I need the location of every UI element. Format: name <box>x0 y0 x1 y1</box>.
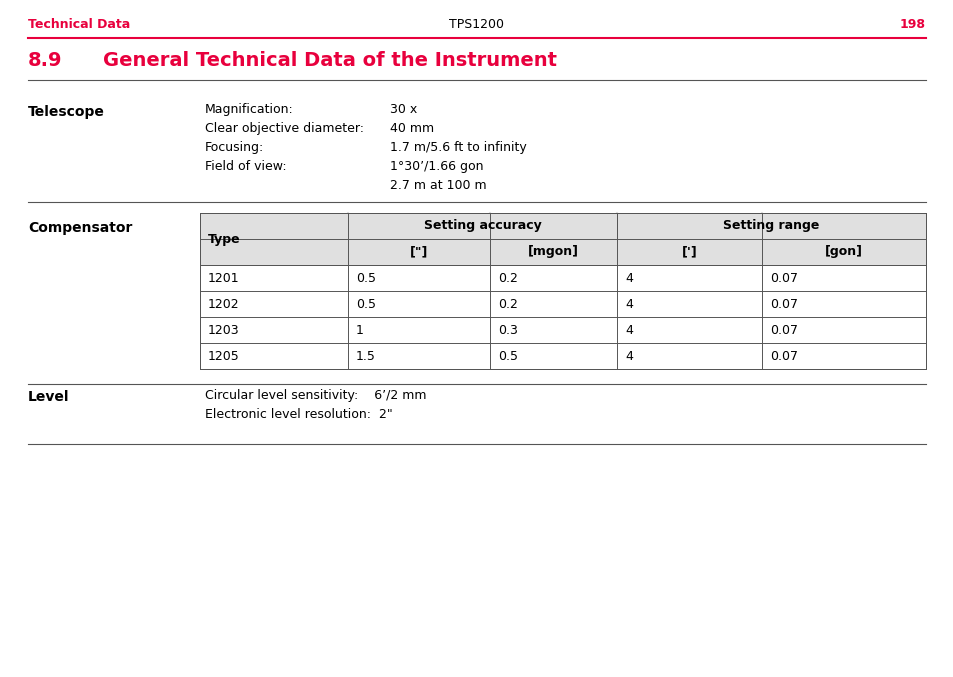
Text: 0.07: 0.07 <box>769 271 797 284</box>
Text: 4: 4 <box>624 349 632 362</box>
Text: 0.5: 0.5 <box>497 349 517 362</box>
Text: 1202: 1202 <box>208 297 239 311</box>
Text: [']: ['] <box>680 246 697 259</box>
Text: Field of view:: Field of view: <box>205 160 286 173</box>
Bar <box>200 239 925 265</box>
Text: 0.2: 0.2 <box>497 297 517 311</box>
Text: Clear objective diameter:: Clear objective diameter: <box>205 122 364 135</box>
Text: 198: 198 <box>899 18 925 32</box>
Text: 0.07: 0.07 <box>769 324 797 336</box>
Text: 4: 4 <box>624 324 632 336</box>
Text: [gon]: [gon] <box>824 246 862 259</box>
Text: 4: 4 <box>624 297 632 311</box>
Text: Circular level sensitivity:    6’/2 mm: Circular level sensitivity: 6’/2 mm <box>205 389 426 402</box>
Text: Setting accuracy: Setting accuracy <box>423 219 540 232</box>
Text: Setting range: Setting range <box>722 219 819 232</box>
Bar <box>200 213 925 239</box>
Text: Technical Data: Technical Data <box>28 18 131 32</box>
Text: 4: 4 <box>624 271 632 284</box>
Text: General Technical Data of the Instrument: General Technical Data of the Instrument <box>103 51 557 70</box>
Text: 0.5: 0.5 <box>355 271 375 284</box>
Text: Level: Level <box>28 390 70 404</box>
Text: Electronic level resolution:  2": Electronic level resolution: 2" <box>205 408 393 421</box>
Text: Compensator: Compensator <box>28 221 132 235</box>
Text: 1: 1 <box>355 324 363 336</box>
Text: 0.3: 0.3 <box>497 324 517 336</box>
Text: ["]: ["] <box>410 246 428 259</box>
Text: 0.07: 0.07 <box>769 297 797 311</box>
Text: Type: Type <box>208 232 240 246</box>
Text: 0.2: 0.2 <box>497 271 517 284</box>
Text: Focusing:: Focusing: <box>205 141 264 154</box>
Text: 0.07: 0.07 <box>769 349 797 362</box>
Text: 1203: 1203 <box>208 324 239 336</box>
Text: 1.7 m/5.6 ft to infinity: 1.7 m/5.6 ft to infinity <box>390 141 526 154</box>
Text: 1°30’/1.66 gon: 1°30’/1.66 gon <box>390 160 483 173</box>
Text: 2.7 m at 100 m: 2.7 m at 100 m <box>390 179 486 192</box>
Text: 1.5: 1.5 <box>355 349 375 362</box>
Text: TPS1200: TPS1200 <box>449 18 504 32</box>
Text: 0.5: 0.5 <box>355 297 375 311</box>
Text: 40 mm: 40 mm <box>390 122 434 135</box>
Text: 30 x: 30 x <box>390 103 416 116</box>
Text: 8.9: 8.9 <box>28 51 63 70</box>
Text: Telescope: Telescope <box>28 105 105 119</box>
Text: 1201: 1201 <box>208 271 239 284</box>
Text: 1205: 1205 <box>208 349 239 362</box>
Text: [mgon]: [mgon] <box>527 246 578 259</box>
Text: Magnification:: Magnification: <box>205 103 294 116</box>
